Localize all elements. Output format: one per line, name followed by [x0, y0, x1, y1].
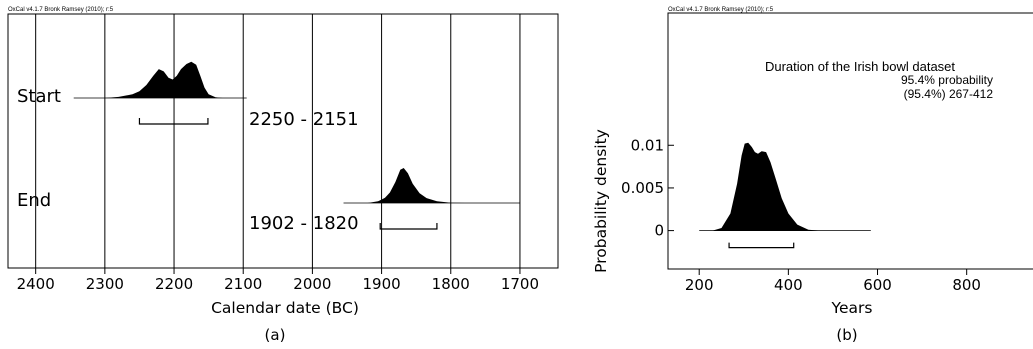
panel-b-y-ticks: 0 0.005 0.01 — [621, 136, 674, 240]
panel-a-x-axis-title: Calendar date (BC) — [211, 299, 359, 317]
x-tick-label-1800: 1800 — [432, 275, 470, 293]
panel-a: OxCal v4.1.7 Bronk Ramsey (2010); r:5 St… — [7, 7, 559, 344]
y-tick-label-0: 0 — [654, 222, 664, 240]
y-tick-label-2: 0.01 — [631, 136, 664, 154]
x-tick-label-2400: 2400 — [17, 275, 55, 293]
panel-b-subtitle: 95.4% probability — [901, 73, 993, 87]
x-tick-label-200: 200 — [685, 276, 714, 294]
x-tick-label-800: 800 — [952, 276, 981, 294]
y-tick-label-1: 0.005 — [621, 179, 664, 197]
end-range-label: 1902 - 1820 — [249, 213, 359, 234]
panel-a-frame — [7, 13, 559, 269]
panel-b-hpd-text: (95.4%) 267-412 — [904, 87, 994, 101]
start-density — [104, 61, 223, 98]
x-tick-label-400: 400 — [774, 276, 803, 294]
start-hpd-bracket — [138, 118, 209, 125]
duration-density — [712, 142, 820, 231]
panel-b-frame — [667, 12, 1033, 270]
panel-a-series — [73, 61, 520, 230]
end-density — [367, 168, 465, 203]
panel-b-caption: (b) — [836, 326, 857, 344]
start-label: Start — [17, 86, 61, 107]
end-hpd-bracket — [379, 223, 438, 230]
x-tick-label-2000: 2000 — [293, 275, 331, 293]
x-tick-label-600: 600 — [863, 276, 892, 294]
duration-hpd-bracket — [728, 242, 795, 249]
panel-a-caption: (a) — [265, 326, 286, 344]
panel-b-series — [699, 142, 871, 249]
start-range-label: 2250 - 2151 — [249, 109, 359, 130]
panel-b-y-axis-title: Probability density — [592, 129, 610, 273]
end-label: End — [17, 190, 51, 211]
x-tick-label-2200: 2200 — [155, 275, 193, 293]
panel-a-gridlines — [35, 14, 521, 268]
panel-a-credit: OxCal v4.1.7 Bronk Ramsey (2010); r:5 — [8, 7, 114, 13]
panel-b-credit: OxCal v4.1.7 Bronk Ramsey (2010); r:5 — [668, 7, 774, 13]
panel-b-x-ticks: 200 400 600 800 — [685, 269, 981, 294]
panel-b-x-axis-title: Years — [831, 299, 873, 317]
panel-b: OxCal v4.1.7 Bronk Ramsey (2010); r:5 Du… — [592, 7, 1033, 344]
panel-a-x-ticks: 2400 2300 2200 2100 2000 1900 1800 1700 — [17, 268, 539, 293]
x-tick-label-2100: 2100 — [224, 275, 262, 293]
panel-b-title: Duration of the Irish bowl dataset — [765, 59, 955, 74]
x-tick-label-1900: 1900 — [362, 275, 400, 293]
x-tick-label-1700: 1700 — [501, 275, 539, 293]
x-tick-label-2300: 2300 — [86, 275, 124, 293]
